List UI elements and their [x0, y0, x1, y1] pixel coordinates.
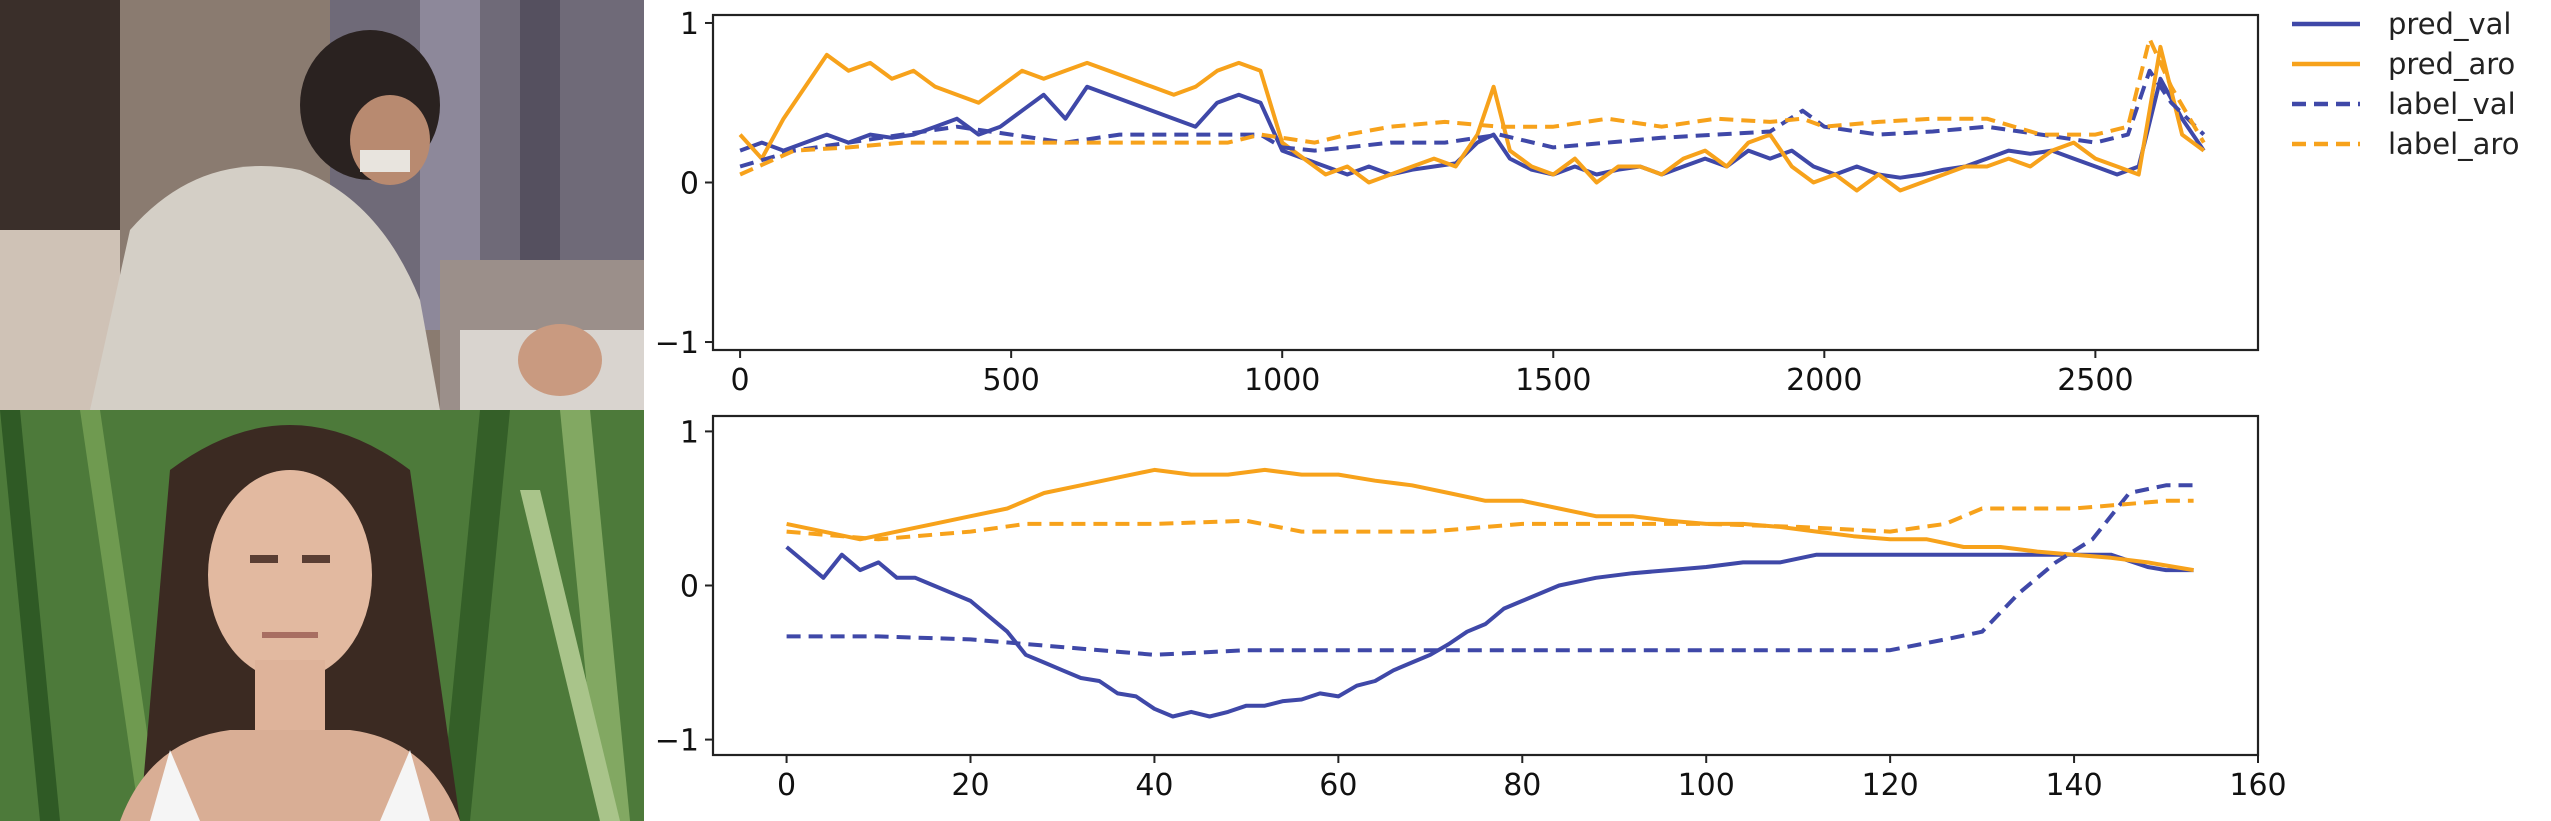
legend-label-label_val: label_val	[2388, 87, 2516, 121]
chart-bottom-series-pred_val	[785, 545, 2194, 719]
chart-top-series	[738, 36, 2206, 193]
chart-bottom-ytick-label: 1	[680, 415, 699, 450]
chart-top-plot-frame	[711, 13, 2260, 352]
chart-top-ytick-label: 0	[680, 167, 699, 202]
chart-bottom-xtick-label: 60	[1319, 768, 1357, 803]
chart-bottom-xtick-label: 100	[1678, 768, 1735, 803]
photo-young-woman-grimacing	[0, 410, 644, 821]
chart-top-series-label_val	[739, 68, 2206, 169]
chart-bottom-series	[785, 467, 2194, 719]
chart-bottom-series-label_aro	[786, 498, 2194, 542]
chart-bottom-ytick-label: −1	[655, 724, 699, 759]
chart-top-ytick-label: 1	[680, 7, 699, 42]
chart-bottom-xtick-label: 20	[951, 768, 989, 803]
chart-top-xtick-label: 2500	[2057, 363, 2133, 398]
chart-top-xtick-label: 2000	[1786, 363, 1862, 398]
chart-top-xtick-label: 0	[731, 363, 750, 398]
chart-top-xtick-label: 500	[983, 363, 1040, 398]
chart-top: 0 500 1000 1500 2000 2500 −1 0 1	[655, 7, 2260, 398]
chart-bottom-xtick-label: 80	[1503, 768, 1541, 803]
chart-bottom: 0 20 40 60 80 100 120 140 160 −1 0 1	[655, 414, 2287, 803]
legend-label-pred_val: pred_val	[2388, 7, 2511, 41]
chart-bottom-ytick-label: 0	[680, 570, 699, 605]
legend: pred_val pred_aro label_val label_aro	[2292, 7, 2519, 161]
chart-bottom-series-pred_aro	[786, 467, 2194, 573]
chart-bottom-xtick-label: 160	[2229, 768, 2286, 803]
chart-bottom-xtick-label: 40	[1135, 768, 1173, 803]
chart-bottom-xtick-label: 0	[777, 768, 796, 803]
chart-top-series-label_aro	[739, 36, 2206, 177]
legend-label-pred_aro: pred_aro	[2388, 47, 2515, 81]
chart-top-xtick-label: 1500	[1515, 363, 1591, 398]
chart-top-series-pred_aro	[738, 44, 2205, 193]
legend-label-label_aro: label_aro	[2388, 127, 2519, 161]
chart-bottom-xtick-label: 120	[1862, 768, 1919, 803]
chart-bottom-xtick-label: 140	[2045, 768, 2102, 803]
chart-top-ytick-label: −1	[655, 326, 699, 361]
chart-top-xtick-label: 1000	[1244, 363, 1320, 398]
chart-bottom-series-label_val	[786, 483, 2194, 657]
photo-woman-changing-infant	[0, 0, 644, 410]
